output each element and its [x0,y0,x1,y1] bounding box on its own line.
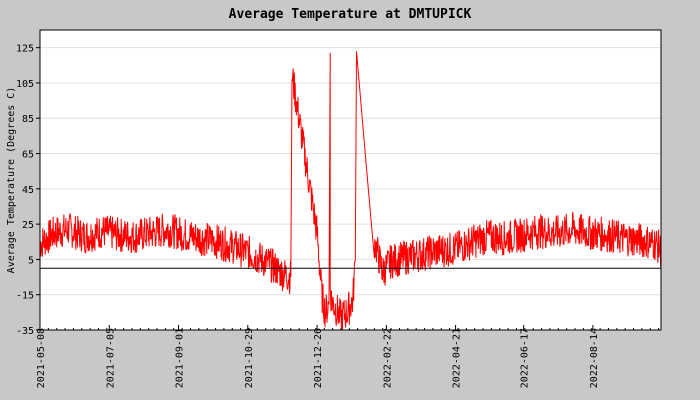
y-tick-label: 85 [22,114,34,125]
y-tick-label: 45 [22,185,34,196]
y-tick-label: 105 [16,79,34,90]
x-tick-label: 2022-02-22 [382,328,393,388]
x-tick-label: 2021-12-26 [313,328,324,388]
plot-frame [39,29,662,331]
y-axis-label: Average Temperature (Degrees C) [6,87,17,274]
y-tick-label: -15 [16,291,34,302]
series-layer [40,51,661,330]
y-tick-label: 5 [28,255,34,266]
y-tick-label: -35 [16,326,34,337]
x-tick-label: 2022-04-21 [452,328,463,388]
x-tick-label: 2021-10-29 [244,328,255,388]
y-tick-label: 25 [22,220,34,231]
plot-area [40,30,661,330]
x-tick-label: 2021-05-08 [36,328,47,388]
x-tick-label: 2021-09-01 [175,328,186,388]
temperature-series-line [40,51,661,330]
grid-lines [40,47,661,331]
x-tick-label: 2021-07-05 [105,328,116,388]
y-tick-label: 65 [22,150,34,161]
x-tick-label: 2022-06-17 [520,328,531,388]
x-tick-label: 2022-08-14 [589,328,600,388]
axes: -35 -15 5 25 45 65 85 105 125 2021-05-08 2021-07-0… [16,29,662,388]
y-tick-label: 125 [16,44,34,55]
chart-title: Average Temperature at DMTUPICK [229,7,472,22]
